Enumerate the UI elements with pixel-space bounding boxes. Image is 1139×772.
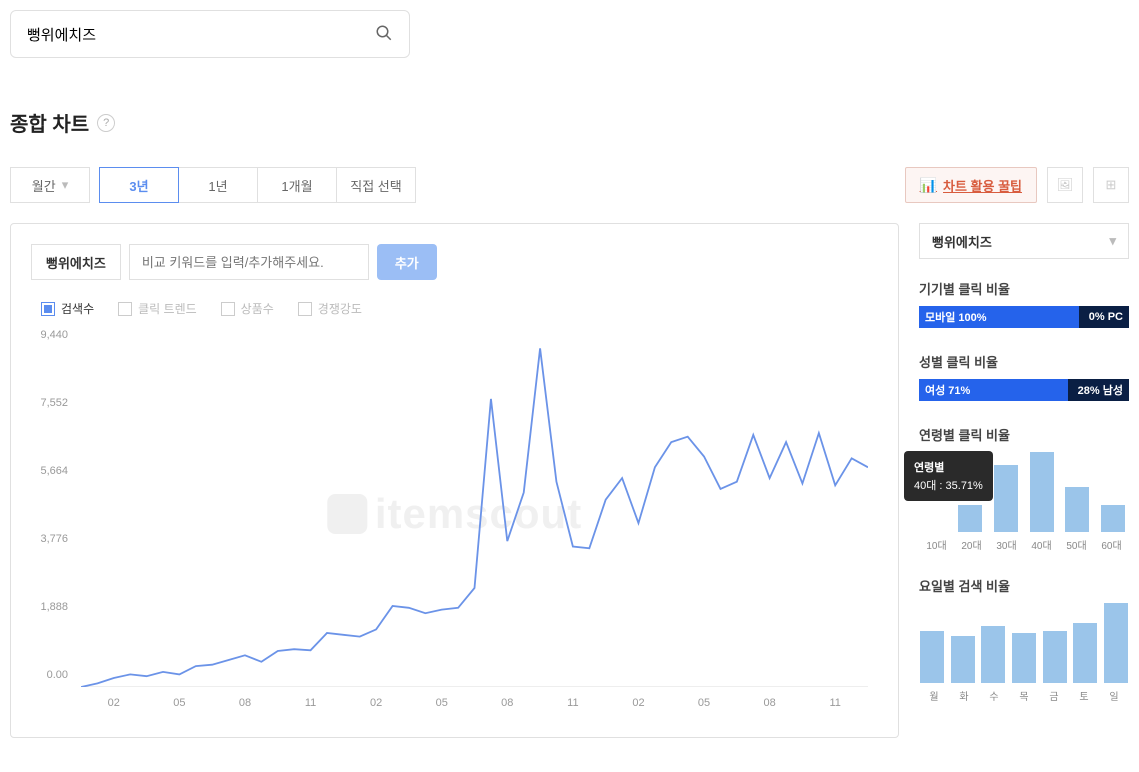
age-chart-title: 연령별 클릭 비율 bbox=[919, 425, 1129, 444]
chevron-down-icon: ▾ bbox=[1109, 233, 1116, 249]
x-tick: 02 bbox=[632, 697, 644, 709]
x-label: 화 bbox=[959, 688, 968, 703]
side-select-value: 뻥위에치즈 bbox=[932, 232, 992, 251]
period-tab-2[interactable]: 1개월 bbox=[257, 167, 337, 203]
tip-button-label: 차트 활용 꿀팁 bbox=[943, 176, 1022, 195]
y-tick: 0.00 bbox=[47, 669, 68, 681]
bar bbox=[1030, 452, 1054, 532]
period-tab-0[interactable]: 3년 bbox=[99, 167, 179, 203]
day-bar-chart: 월화수목금토일 bbox=[919, 603, 1129, 703]
x-label: 30대 bbox=[996, 537, 1016, 552]
line-chart-area: itemscout 0.001,8883,7765,6647,5529,440 … bbox=[31, 347, 878, 717]
x-label: 목 bbox=[1019, 688, 1028, 703]
age-tooltip: 연령별 40대 : 35.71% bbox=[904, 451, 993, 501]
y-tick: 7,552 bbox=[40, 397, 68, 409]
side-keyword-select[interactable]: 뻥위에치즈 ▾ bbox=[919, 223, 1129, 259]
x-label: 40대 bbox=[1031, 537, 1051, 552]
x-label: 수 bbox=[989, 688, 998, 703]
help-icon[interactable]: ? bbox=[97, 114, 115, 132]
gender-ratio-right: 28% 남성 bbox=[1068, 379, 1129, 401]
period-tab-1[interactable]: 1년 bbox=[178, 167, 258, 203]
y-tick: 1,888 bbox=[40, 601, 68, 613]
bar bbox=[1101, 505, 1125, 532]
chevron-down-icon: ▾ bbox=[62, 177, 69, 193]
period-granularity-select[interactable]: 월간 ▾ bbox=[10, 167, 90, 203]
x-label: 10대 bbox=[926, 537, 946, 552]
day-chart-section: 요일별 검색 비율 월 화 수 목 금 토 일 bbox=[919, 576, 1129, 703]
main-chart-panel: 뻥위에치즈 추가 검색수클릭 트렌드상품수경쟁강도 itemscout 0.00… bbox=[10, 223, 899, 738]
add-keyword-button[interactable]: 추가 bbox=[377, 244, 437, 280]
period-tab-3[interactable]: 직접 선택 bbox=[336, 167, 416, 203]
legend-item-0[interactable]: 검색수 bbox=[41, 300, 94, 317]
bar bbox=[1073, 623, 1097, 683]
bar bbox=[1104, 603, 1128, 683]
gender-ratio-title: 성별 클릭 비율 bbox=[919, 352, 1129, 371]
bar-chart-icon: 📊 bbox=[920, 177, 937, 194]
search-icon[interactable] bbox=[375, 24, 393, 45]
device-ratio-left: 모바일 100% bbox=[919, 306, 1079, 328]
gender-ratio-bar: 여성 71% 28% 남성 bbox=[919, 379, 1129, 401]
spreadsheet-icon: ⊞ bbox=[1106, 177, 1117, 193]
period-tabs: 월간 ▾ 3년1년1개월직접 선택 bbox=[10, 167, 416, 203]
x-label: 60대 bbox=[1101, 537, 1121, 552]
x-label: 50대 bbox=[1066, 537, 1086, 552]
bar bbox=[1065, 487, 1089, 532]
gender-ratio-section: 성별 클릭 비율 여성 71% 28% 남성 bbox=[919, 352, 1129, 401]
x-label: 20대 bbox=[961, 537, 981, 552]
section-title: 종합 차트 bbox=[10, 108, 89, 137]
y-tick: 3,776 bbox=[40, 533, 68, 545]
bar bbox=[981, 626, 1005, 683]
x-tick: 08 bbox=[764, 697, 776, 709]
bar bbox=[994, 465, 1018, 532]
age-chart-section: 연령별 클릭 비율 연령별 40대 : 35.71% 10대20대30대40대5… bbox=[919, 425, 1129, 552]
x-tick: 08 bbox=[501, 697, 513, 709]
data-export-button[interactable]: ⊞ bbox=[1093, 167, 1129, 203]
bar bbox=[920, 631, 944, 683]
bar bbox=[1012, 633, 1036, 683]
gender-ratio-left: 여성 71% bbox=[919, 379, 1068, 401]
x-label: 금 bbox=[1049, 688, 1058, 703]
x-label: 토 bbox=[1079, 688, 1088, 703]
chart-legend: 검색수 클릭 트렌드 상품수 경쟁강도 bbox=[31, 300, 878, 317]
legend-item-1[interactable]: 클릭 트렌드 bbox=[118, 300, 197, 317]
x-tick: 02 bbox=[370, 697, 382, 709]
checkbox-icon bbox=[298, 302, 312, 316]
x-tick: 02 bbox=[108, 697, 120, 709]
search-bar[interactable] bbox=[10, 10, 410, 58]
x-tick: 05 bbox=[698, 697, 710, 709]
legend-item-3[interactable]: 경쟁강도 bbox=[298, 300, 362, 317]
x-tick: 08 bbox=[239, 697, 251, 709]
bar bbox=[958, 505, 982, 532]
x-label: 일 bbox=[1109, 688, 1118, 703]
chart-tip-button[interactable]: 📊 차트 활용 꿀팁 bbox=[905, 167, 1037, 203]
x-tick: 05 bbox=[436, 697, 448, 709]
device-ratio-title: 기기별 클릭 비율 bbox=[919, 279, 1129, 298]
side-panel: 뻥위에치즈 ▾ 기기별 클릭 비율 모바일 100% 0% PC 성별 클릭 비… bbox=[919, 223, 1129, 738]
x-label: 월 bbox=[929, 688, 938, 703]
image-export-button[interactable]: 🖼 bbox=[1047, 167, 1083, 203]
x-tick: 11 bbox=[567, 697, 578, 709]
checkbox-icon bbox=[41, 302, 55, 316]
day-chart-title: 요일별 검색 비율 bbox=[919, 576, 1129, 595]
y-tick: 9,440 bbox=[40, 329, 68, 341]
legend-item-2[interactable]: 상품수 bbox=[221, 300, 274, 317]
y-tick: 5,664 bbox=[40, 465, 68, 477]
search-input[interactable] bbox=[27, 26, 375, 43]
x-tick: 11 bbox=[305, 697, 316, 709]
period-select-label: 월간 bbox=[32, 176, 56, 195]
compare-keyword-input[interactable] bbox=[129, 244, 369, 280]
bar bbox=[951, 636, 975, 683]
checkbox-icon bbox=[221, 302, 235, 316]
device-ratio-section: 기기별 클릭 비율 모바일 100% 0% PC bbox=[919, 279, 1129, 328]
checkbox-icon bbox=[118, 302, 132, 316]
x-tick: 11 bbox=[829, 697, 840, 709]
bar bbox=[1043, 631, 1067, 683]
keyword-chip[interactable]: 뻥위에치즈 bbox=[31, 244, 121, 280]
device-ratio-right: 0% PC bbox=[1079, 306, 1129, 328]
device-ratio-bar: 모바일 100% 0% PC bbox=[919, 306, 1129, 328]
x-tick: 05 bbox=[173, 697, 185, 709]
image-icon: 🖼 bbox=[1057, 177, 1074, 193]
